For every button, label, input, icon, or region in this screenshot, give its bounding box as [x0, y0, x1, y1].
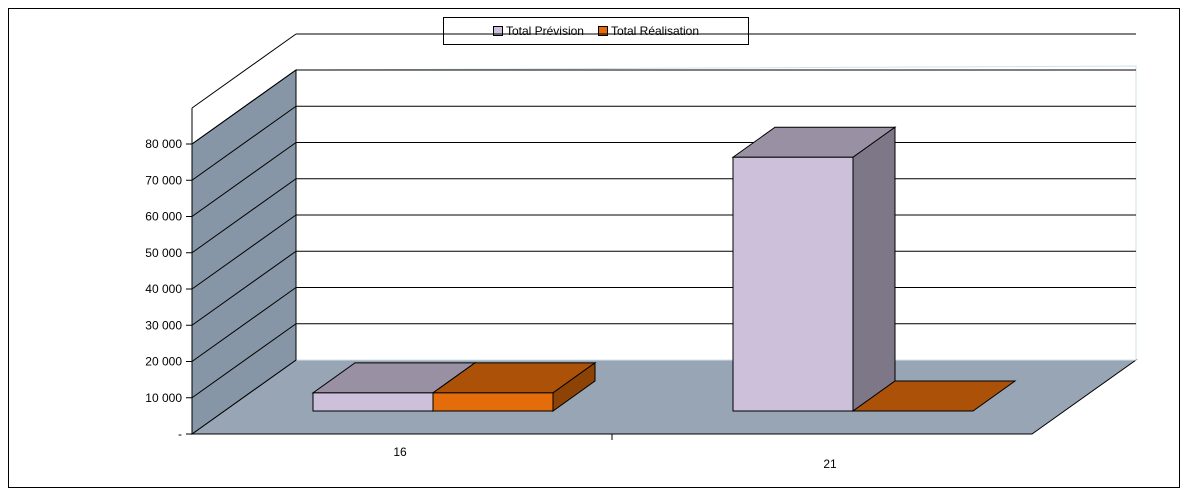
bar-top — [851, 380, 1017, 412]
gridline-side — [191, 178, 297, 254]
y-tick-label: 20 000 — [145, 355, 182, 369]
gridline-side — [191, 105, 297, 181]
bar-front — [732, 156, 854, 412]
gridline-side — [191, 214, 297, 290]
y-tick-label: 80 000 — [145, 137, 182, 151]
bar-front — [312, 392, 434, 412]
legend-swatch-realisation — [597, 26, 608, 36]
chart-legend: Total Prévision Total Réalisation — [443, 17, 749, 45]
y-tick-label: 10 000 — [145, 391, 182, 405]
y-tick-label: 30 000 — [145, 318, 182, 332]
x-tick-label: 21 — [823, 457, 837, 471]
y-tick-label: 50 000 — [145, 246, 182, 260]
y-tick-label: 40 000 — [145, 282, 182, 296]
x-tick-label: 16 — [393, 445, 407, 459]
y-tick-label: 70 000 — [145, 173, 182, 187]
bar-side — [852, 126, 896, 412]
gridline-side — [191, 142, 297, 217]
gridline-side — [191, 250, 297, 326]
gridline-side — [191, 69, 297, 145]
y-tick-label: 60 000 — [145, 210, 182, 224]
chart-back-wall — [295, 65, 1137, 361]
bar-front — [432, 392, 554, 412]
gridline-side — [191, 33, 297, 109]
legend-swatch-prevision — [492, 26, 503, 36]
gridline-side — [191, 323, 297, 399]
gridline-side — [191, 287, 297, 362]
y-tick-label: - — [178, 427, 182, 441]
